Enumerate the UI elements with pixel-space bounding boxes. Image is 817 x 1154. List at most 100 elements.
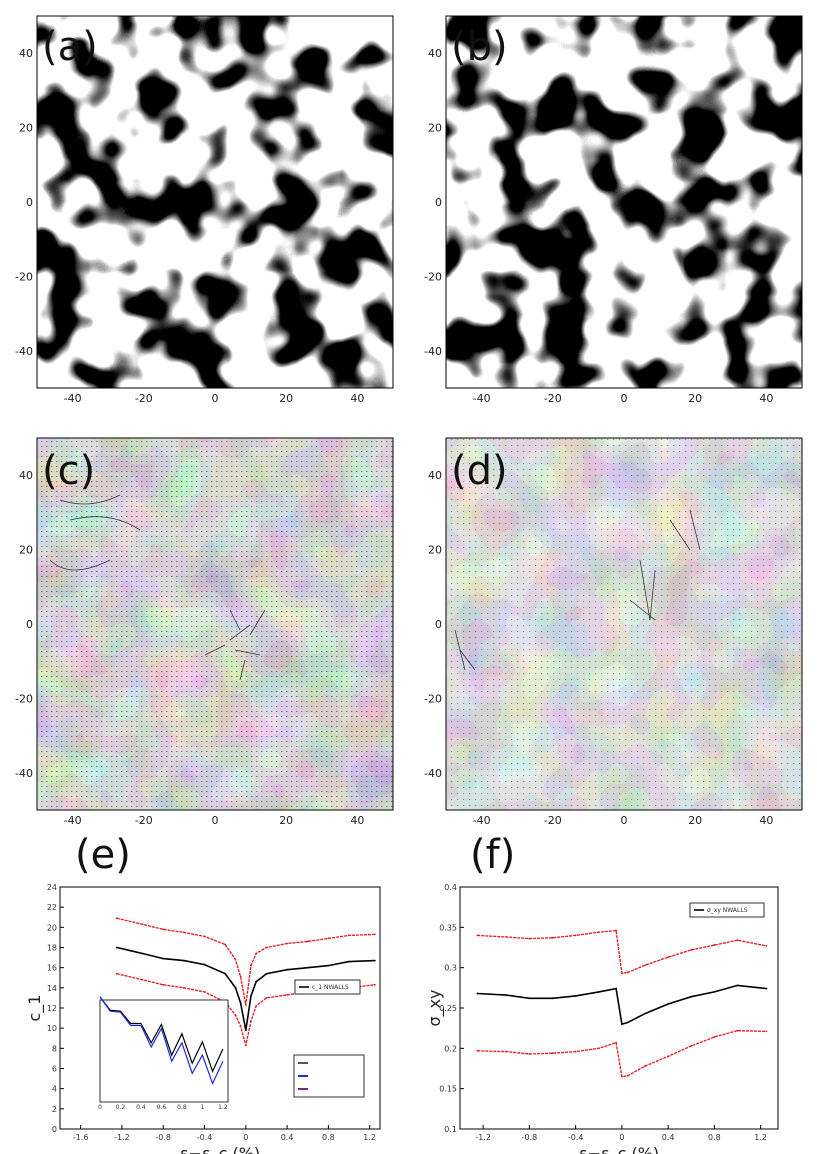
panel-b: (b) [445,15,803,389]
data-point [667,1055,670,1058]
data-point [551,1052,554,1055]
x-tick-label: -1.2 [114,1133,130,1142]
map-y-tick-b: -20 [424,270,442,283]
data-point [574,995,577,997]
data-point [306,966,309,969]
series-line-red [477,1029,767,1078]
inset-x-tick: 1.2 [218,1104,228,1111]
data-point [182,959,185,962]
map-y-tick-d: -40 [424,767,442,780]
data-point [141,952,144,955]
map-y-tick-c: -40 [15,767,33,780]
map-x-tick-a: 0 [212,392,219,405]
data-point [765,944,768,947]
data-point [620,1023,623,1026]
legend-box [294,979,361,995]
data-point [765,1030,768,1033]
data-point [141,923,144,926]
y-tick-label: 22 [47,903,57,912]
y-tick-label: 0.3 [444,964,457,973]
data-point [239,1025,242,1028]
displacement-arrows-c [37,438,393,810]
map-y-tick-c: 40 [19,469,33,482]
map-y-tick-b: 40 [428,47,442,60]
map-y-tick-d: 0 [435,618,442,631]
data-point [505,1050,508,1053]
data-point [203,963,206,966]
map-tick-labels: -40 -20 0 20 40 40 20 0 -20 -40 -40 -20 0 20 40 40 20 0 -2… [15,47,773,827]
x-tick-label: 1.2 [754,1133,767,1142]
data-point [239,1002,242,1004]
data-point [286,968,288,971]
data-point [528,997,531,1000]
data-point [239,975,242,978]
panel-label-f: (f) [470,832,515,878]
y-tick-label: 16 [47,964,57,973]
map-x-tick-a: 20 [279,392,293,405]
y-tick-label: 10 [47,1024,57,1033]
y-tick-label: 8 [52,1044,57,1053]
inset-frame [99,999,229,1103]
x-tick-label: 0 [243,1133,248,1142]
vortex-d [454,509,701,671]
data-point [644,1065,646,1067]
legend-label: σ_xy NWALLS [707,907,748,914]
panel-d: (d) [445,437,803,811]
data-point [476,1049,479,1052]
inset-x-tick: 0.6 [157,1104,167,1111]
y-tick-label: 2 [52,1105,57,1114]
data-point [182,986,185,989]
inset-x-tick: 0 [98,1104,102,1111]
x-tick-label: 0.8 [708,1133,721,1142]
data-point [373,933,376,936]
displacement-arrows-d [446,438,802,810]
x-tick-label: -0.4 [197,1133,213,1142]
data-point [234,958,237,961]
map-y-tick-c: 20 [19,544,33,557]
legend-box [689,902,765,918]
data-point [348,960,350,963]
x-tick-label: -0.4 [568,1133,584,1142]
data-point [713,990,716,993]
data-point [736,1029,739,1032]
map-y-tick-b: 20 [428,122,442,135]
map-x-tick-a: 40 [350,392,364,405]
data-point [255,980,258,983]
map-y-tick-a: -20 [15,270,33,283]
data-point [234,1014,237,1016]
data-point [690,1045,693,1047]
data-point [736,939,739,942]
map-x-tick-b: -40 [473,392,491,405]
data-point [327,964,330,967]
map-x-tick-b: -20 [544,392,562,405]
data-point [373,983,376,986]
x-tick-label: -1.2 [475,1133,491,1142]
x-tick-label: -1.6 [73,1133,89,1142]
data-point [690,995,693,998]
phase-field-a [37,16,393,388]
y-tick-label: 24 [47,883,57,892]
inset-series-blue [99,996,224,1086]
map-x-tick-a: -20 [135,392,153,405]
y-axis-label: σ_xy [425,989,445,1026]
map-y-tick-b: 0 [435,196,442,209]
data-point [597,990,600,993]
data-point [667,1003,670,1005]
y-tick-label: 20 [47,923,57,932]
inset-x-tick: 0.8 [177,1104,187,1111]
map-x-tick-b: 0 [621,392,628,405]
map-y-tick-d: 20 [428,544,442,557]
data-point [476,934,479,937]
inset-x-tick: 1 [200,1104,204,1111]
data-point [505,994,508,996]
data-point [626,971,629,974]
data-point [574,934,577,937]
data-point [162,957,165,960]
chart-f: -1.2 -0.8 -0.4 0 0.4 0.8 1.2 0.1 0.15 0.2 0.25 0.3 0… [425,883,779,1154]
y-tick-label: 18 [47,944,57,953]
data-point [286,993,288,996]
map-x-tick-d: 0 [621,814,628,827]
data-point [244,1004,247,1006]
panel-label-a: (a) [42,24,98,70]
